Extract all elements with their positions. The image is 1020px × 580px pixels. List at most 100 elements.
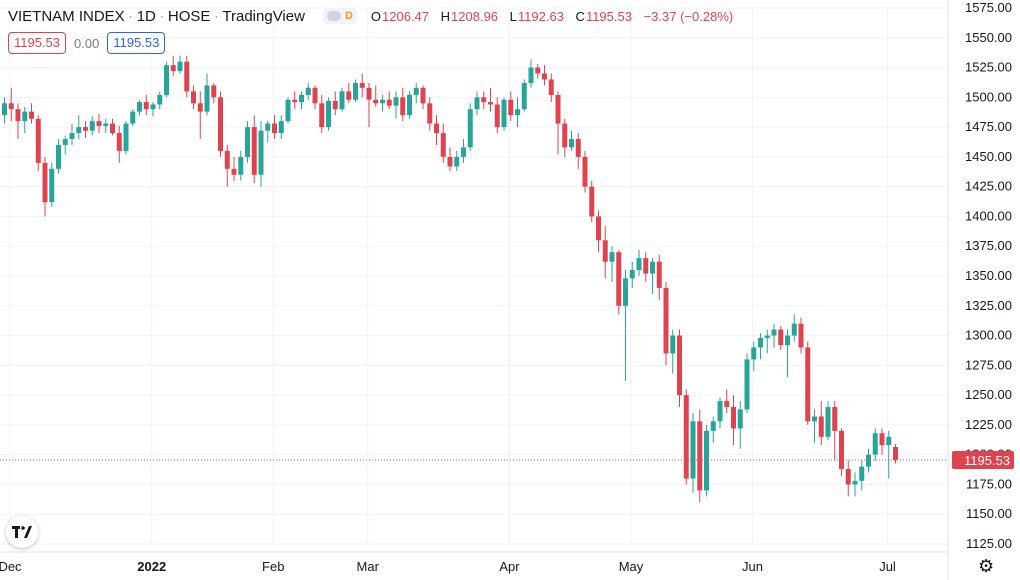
candle-body: [164, 65, 169, 95]
candle-body: [29, 111, 34, 119]
candle-body: [143, 102, 149, 110]
candle-body: [123, 123, 129, 151]
grid-lines: [0, 0, 949, 580]
candle-body: [265, 123, 271, 131]
time-tick-label: Dec: [0, 559, 22, 574]
low-label: L: [509, 8, 517, 24]
candle-body: [771, 329, 777, 336]
candle-body: [866, 454, 871, 467]
candle-body: [224, 150, 230, 169]
candle-body: [49, 168, 55, 203]
candle-body: [697, 421, 703, 491]
spread-value: 0.00: [74, 35, 100, 51]
close-value: 1195.53: [585, 8, 632, 24]
separator: ·: [214, 9, 219, 23]
candle-body: [197, 103, 203, 112]
candle-body: [22, 111, 28, 122]
candle-body: [528, 67, 534, 84]
price-tick-label: 1575.00: [965, 0, 1012, 15]
candle-body: [636, 258, 642, 271]
candle-body: [231, 168, 237, 175]
candle-body: [731, 407, 736, 429]
high-label: H: [440, 8, 451, 24]
tradingview-logo-icon[interactable]: [6, 516, 38, 548]
candle-body: [211, 85, 217, 98]
candle-body: [434, 123, 439, 134]
candle-body: [150, 104, 156, 110]
candle-body: [562, 123, 568, 148]
candle-body: [177, 61, 183, 72]
candle-body: [96, 121, 102, 126]
candle-body: [251, 127, 257, 175]
price-tick-label: 1475.00: [965, 119, 1012, 134]
symbol-title[interactable]: VIETNAM INDEX: [8, 7, 125, 25]
candle-body: [778, 329, 784, 346]
candle-body: [501, 99, 507, 128]
toggle-icon: [326, 11, 341, 21]
time-tick-label: Apr: [499, 559, 520, 574]
candle-body: [683, 395, 689, 479]
candle-body: [359, 83, 365, 88]
interval-label[interactable]: 1D: [136, 7, 156, 25]
candle-body: [393, 97, 399, 106]
candle-body: [521, 83, 527, 110]
candle-body: [62, 139, 68, 145]
candle-body: [569, 139, 574, 148]
time-axis[interactable]: Dec 2022 Feb Mar Apr May Jun Jul: [0, 559, 896, 574]
price-tick-label: 1500.00: [965, 89, 1012, 104]
candle-body: [2, 103, 7, 116]
tv-glyph: [12, 526, 32, 538]
candle-body: [319, 103, 325, 128]
candle-body: [616, 252, 622, 306]
open-label: O: [370, 8, 382, 24]
buy-price-badge[interactable]: 1195.53: [107, 32, 166, 54]
time-tick-label: Jul: [879, 559, 896, 574]
candle-body: [893, 446, 898, 460]
candle-body: [312, 87, 318, 104]
price-axis[interactable]: 1575.00 1550.00 1525.00 1500.00 1475.00 1450.…: [952, 0, 1014, 551]
candle-body: [670, 335, 676, 354]
candle-body: [872, 433, 878, 455]
candle-body: [326, 100, 331, 128]
candle-body: [879, 433, 885, 446]
candle-body: [8, 103, 14, 110]
candle-body: [818, 416, 824, 437]
candle-body: [440, 133, 446, 157]
price-tick-label: 1450.00: [965, 149, 1012, 164]
separator: ·: [159, 9, 164, 23]
change-value: −3.37 (−0.28%): [643, 8, 734, 24]
candle-body: [238, 156, 244, 175]
candle-body: [785, 335, 790, 346]
candle-body: [791, 323, 797, 336]
candle-body: [575, 139, 581, 157]
price-tick-label: 1150.00: [966, 506, 1012, 521]
candle-body: [758, 337, 763, 348]
candle-body: [56, 144, 61, 169]
candle-body: [629, 270, 635, 279]
price-tick-label: 1225.00: [965, 417, 1012, 432]
candle-body: [346, 91, 352, 100]
candles: [2, 55, 898, 503]
candle-body: [89, 121, 95, 131]
candle-body: [474, 97, 480, 110]
candle-body: [643, 258, 649, 274]
gear-icon[interactable]: ⚙: [978, 556, 995, 576]
candle-body: [42, 162, 48, 203]
candle-body: [494, 104, 500, 128]
candle-body: [353, 83, 358, 100]
price-tick-label: 1250.00: [965, 387, 1012, 402]
ohlc-readout: O1206.47 H1208.96 L1192.63 C1195.53 −3.3…: [371, 9, 741, 24]
candle-body: [157, 94, 163, 105]
candle-body: [839, 430, 844, 469]
price-tick-label: 1375.00: [965, 238, 1012, 253]
candle-body: [710, 421, 716, 431]
market-status-pill[interactable]: D: [322, 8, 357, 24]
sell-price-badge[interactable]: 1195.53: [8, 32, 67, 54]
candle-body: [663, 287, 669, 354]
candle-body: [116, 133, 122, 151]
candle-body: [366, 87, 372, 100]
candle-body: [650, 261, 655, 274]
source-label: TradingView: [222, 7, 305, 25]
candle-body: [332, 100, 338, 110]
